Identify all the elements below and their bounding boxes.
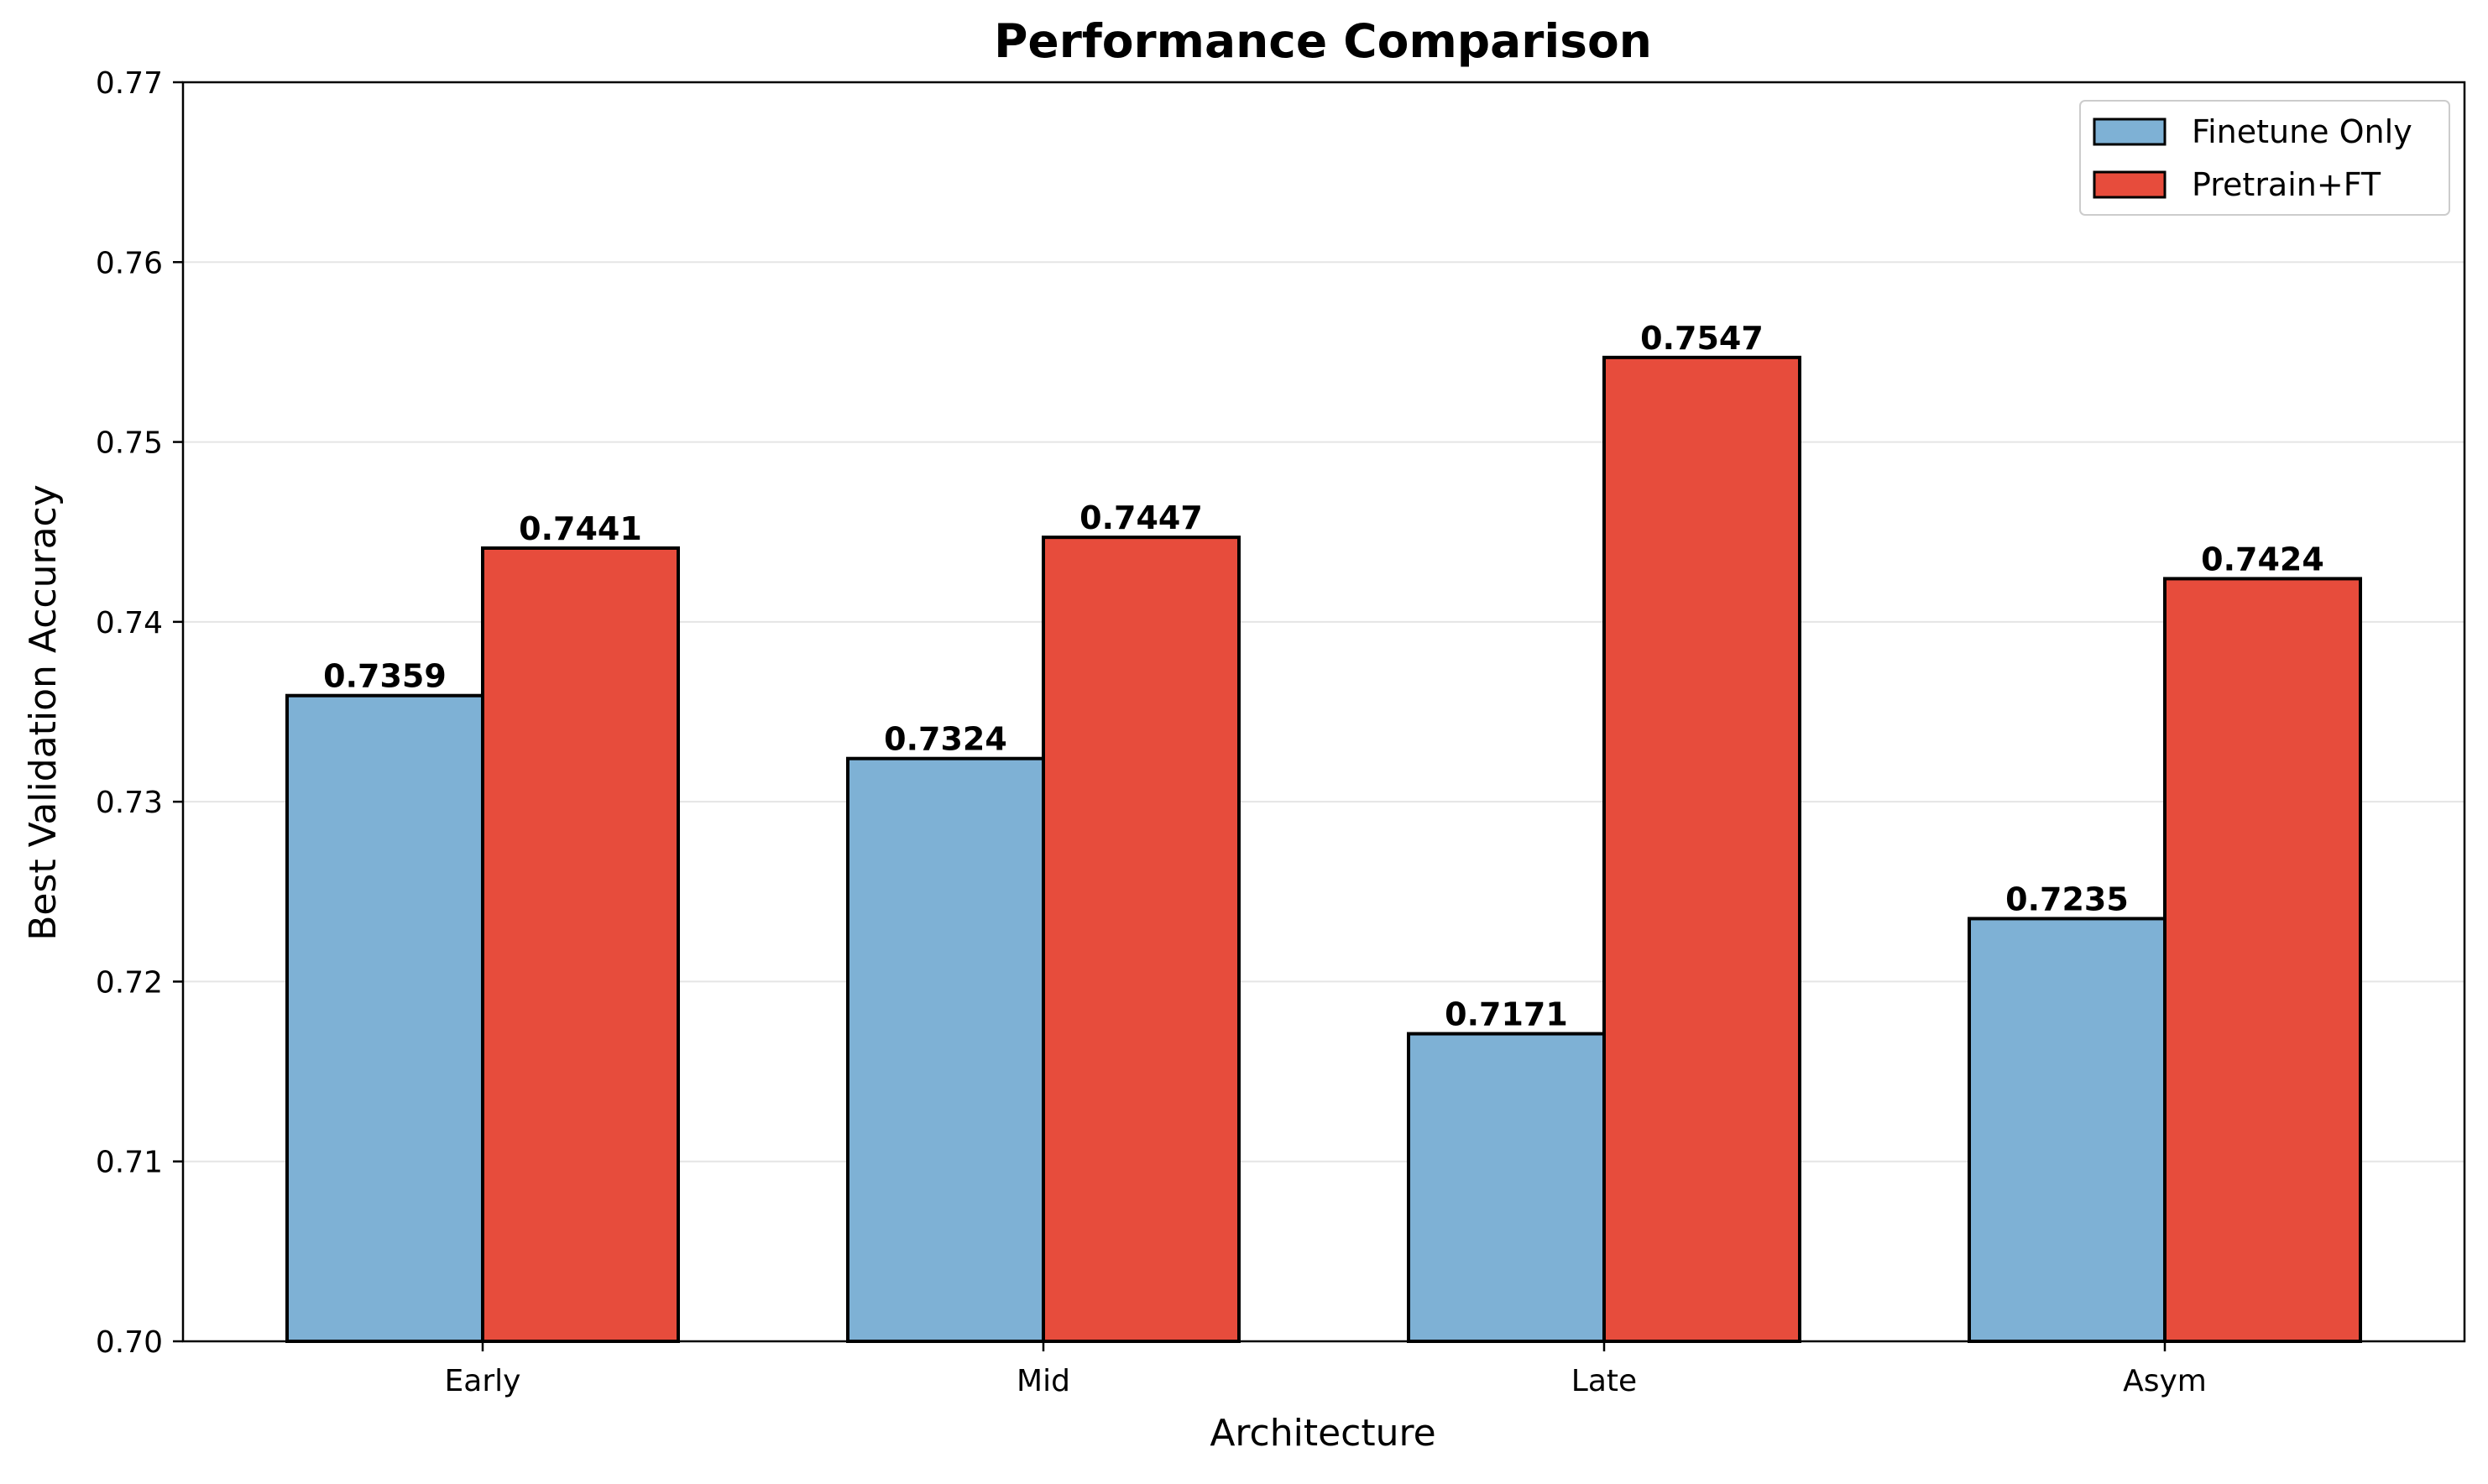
bar-mid-pretrain-ft [1042,536,1241,1343]
legend: Finetune Only Pretrain+FT [2079,100,2450,216]
x-tick-label: Late [1571,1364,1637,1398]
bar-mid-finetune-only [846,756,1045,1343]
bar-late-pretrain-ft [1602,355,1801,1343]
y-tick-label: 0.73 [96,786,163,820]
data-label: 0.7171 [1445,996,1568,1033]
y-tick-label: 0.76 [96,246,163,280]
bar-early-finetune-only [285,693,484,1343]
data-label: 0.7441 [519,510,642,547]
legend-swatch [2093,170,2167,199]
legend-swatch [2093,118,2167,146]
bar-asym-finetune-only [1968,917,2167,1344]
x-tick-label: Mid [1017,1364,1070,1398]
legend-label: Pretrain+FT [2192,166,2381,203]
x-axis-title: Architecture [1210,1412,1435,1455]
y-axis-title: Best Validation Accuracy [22,484,65,941]
legend-label: Finetune Only [2192,113,2412,150]
legend-box [2079,100,2450,216]
y-tick-label: 0.77 [96,66,163,101]
bar-early-pretrain-ft [481,546,680,1343]
bar-late-finetune-only [1407,1032,1606,1343]
plot-frame [181,81,2466,1343]
x-tick-label: Asym [2123,1364,2207,1398]
y-tick-label: 0.70 [96,1325,163,1360]
y-tick-label: 0.72 [96,965,163,1000]
data-label: 0.7235 [2005,880,2129,917]
data-label: 0.7424 [2201,541,2324,577]
data-label: 0.7324 [884,721,1007,758]
x-tick-label: Early [445,1364,521,1398]
chart-title: Performance Comparison [994,14,1652,68]
data-label: 0.7447 [1079,499,1203,536]
bar-asym-pretrain-ft [2163,577,2362,1343]
data-label: 0.7359 [323,658,447,695]
y-tick-label: 0.71 [96,1146,163,1180]
data-label: 0.7547 [1640,320,1764,357]
y-tick-label: 0.74 [96,606,163,640]
y-tick-label: 0.75 [96,426,163,461]
